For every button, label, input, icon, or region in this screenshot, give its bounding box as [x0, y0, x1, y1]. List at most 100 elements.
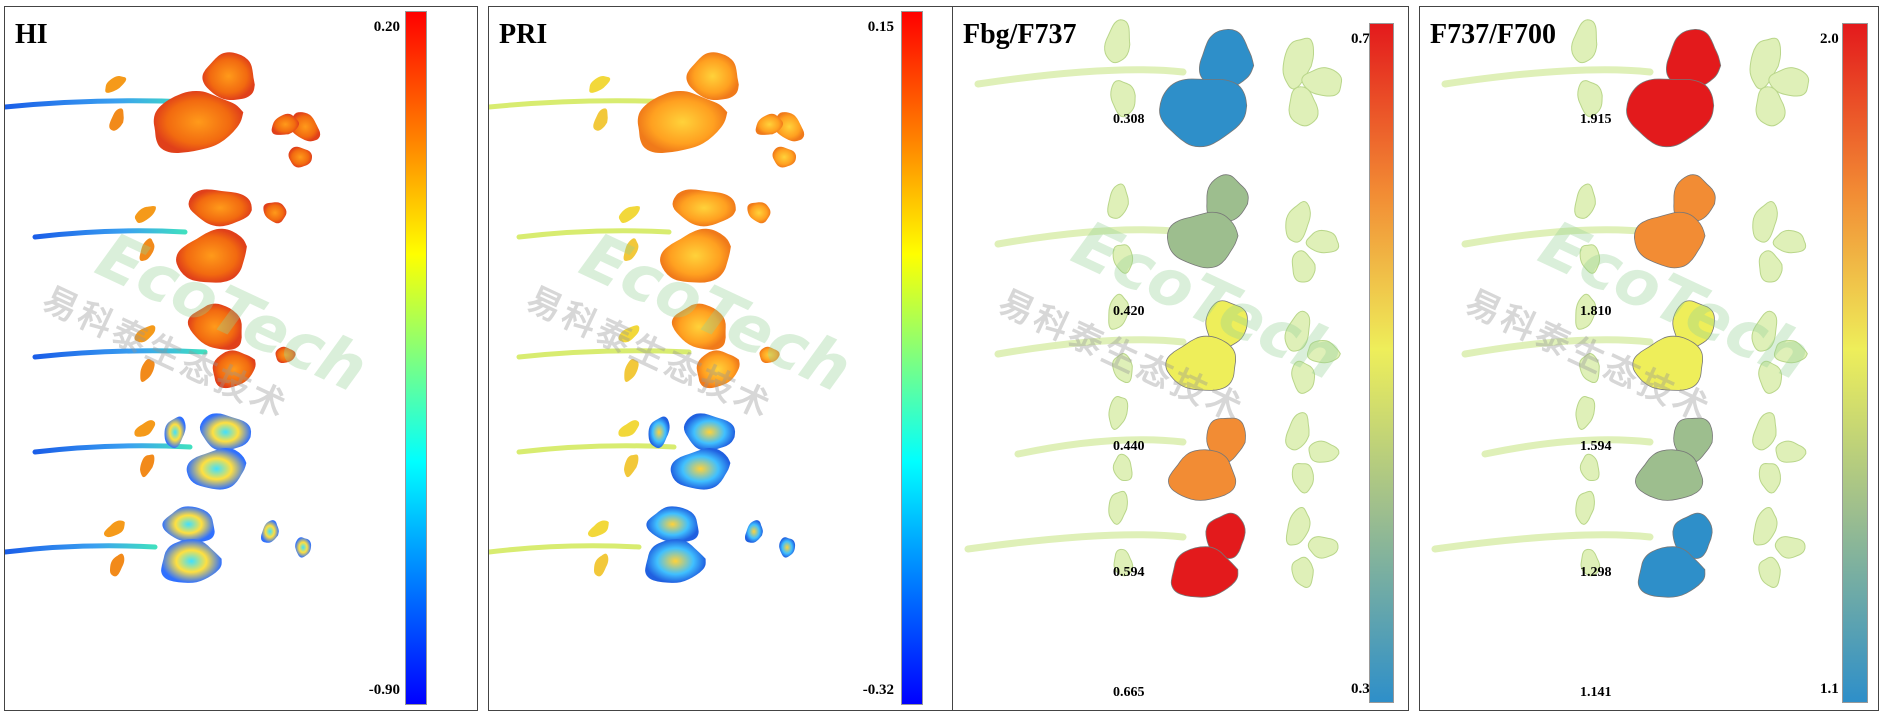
- leaf: [637, 90, 728, 154]
- stem-outline: [1461, 336, 1654, 358]
- cotyledon: [618, 206, 640, 223]
- leaf-lower: [1632, 335, 1704, 391]
- leaf: [263, 202, 287, 224]
- leaf-upper: [1205, 300, 1248, 350]
- colorbar: [1842, 23, 1868, 703]
- stem-outline: [974, 66, 1187, 88]
- cotyledon: [618, 325, 640, 343]
- cotyledon: [1108, 396, 1129, 430]
- plant-value: 0.308: [1113, 112, 1145, 127]
- colorbar-max: 2.0: [1820, 31, 1839, 47]
- leaf: [772, 146, 797, 168]
- leaflet: [1291, 360, 1316, 394]
- stem-outline: [1461, 226, 1654, 248]
- panel-title: PRI: [499, 19, 548, 50]
- leaf: [759, 346, 780, 364]
- fbg-f737-panel: Fbg/F737 0.7 0.3 0.308 0.420 0.440 0.594…: [952, 6, 1409, 711]
- stem-outline: [964, 531, 1187, 553]
- leaf: [153, 90, 244, 154]
- plant-value: 1.141: [1580, 685, 1612, 700]
- leaflet: [1308, 440, 1340, 463]
- leaf-upper: [1673, 174, 1716, 223]
- leaf: [648, 416, 670, 449]
- hi-plant-image: [5, 52, 321, 583]
- leaflet: [1285, 201, 1311, 243]
- leaf-upper: [1672, 512, 1713, 559]
- colorbar-min: 1.1: [1820, 681, 1839, 697]
- plant-value: 1.594: [1580, 439, 1612, 454]
- cotyledon: [594, 553, 609, 577]
- leaflet: [1773, 339, 1808, 364]
- leaflet: [1768, 67, 1810, 97]
- stem: [32, 228, 188, 240]
- leaf-lower: [1170, 546, 1239, 598]
- cotyledon: [140, 454, 155, 478]
- fbg-f737-plant-image: [964, 19, 1343, 598]
- colorbar-max: 0.20: [373, 19, 400, 35]
- leaflet: [1282, 37, 1315, 90]
- hi-panel: HI 0.20 -0.90 EcoTech 易科泰生态技术: [4, 6, 478, 711]
- cotyledon: [134, 420, 156, 437]
- stem-outline: [1441, 66, 1654, 88]
- cotyledon: [1579, 353, 1600, 384]
- leaflet: [1291, 556, 1314, 588]
- stem-outline: [1481, 436, 1654, 458]
- cotyledon: [1575, 490, 1595, 525]
- stem: [516, 348, 692, 360]
- plant-value: 0.594: [1113, 565, 1145, 580]
- cotyledon: [593, 108, 608, 131]
- cotyledon: [587, 520, 609, 538]
- stem: [489, 543, 642, 555]
- plant-value: 0.420: [1113, 304, 1145, 319]
- stem-outline: [994, 336, 1187, 358]
- cotyledon: [109, 108, 124, 131]
- leaflet: [1775, 440, 1807, 463]
- cotyledon: [1580, 548, 1601, 577]
- leaf: [188, 189, 252, 227]
- leaf-lower: [1633, 211, 1706, 269]
- leaf: [199, 413, 252, 451]
- leaflet: [1305, 229, 1340, 254]
- leaf: [747, 202, 771, 224]
- leaf: [164, 416, 186, 449]
- colorbar-min: -0.90: [368, 682, 400, 698]
- leaf: [176, 228, 247, 283]
- cotyledon: [1579, 244, 1601, 274]
- leaflet: [1749, 37, 1782, 90]
- leaflet: [1758, 462, 1781, 494]
- leaf-lower: [1165, 335, 1237, 391]
- leaf: [212, 350, 256, 389]
- leaf: [744, 520, 763, 543]
- plant-value: 0.440: [1113, 439, 1145, 454]
- leaf: [290, 112, 321, 142]
- cotyledon: [105, 75, 127, 93]
- leaf: [779, 537, 796, 558]
- leaflet: [1751, 310, 1778, 352]
- leaf-lower: [1166, 211, 1239, 269]
- leaf-lower: [1159, 78, 1248, 148]
- panel-title: Fbg/F737: [963, 19, 1077, 50]
- f737-f700-panel: F737/F700 2.0 1.1 1.915 1.810 1.594 1.29…: [1419, 6, 1879, 711]
- leaflet: [1752, 412, 1777, 451]
- stem-outline: [1431, 531, 1654, 553]
- cotyledon: [1108, 490, 1128, 525]
- leaflet: [1758, 556, 1781, 588]
- leaf: [645, 539, 706, 583]
- plant-value: 0.665: [1113, 685, 1145, 700]
- cotyledon: [1107, 183, 1129, 219]
- leaf-lower: [1168, 449, 1237, 501]
- cotyledon: [1579, 453, 1600, 482]
- leaf-lower: [1637, 546, 1706, 598]
- leaflet: [1285, 412, 1310, 451]
- leaf: [271, 113, 300, 135]
- plant-value: 1.298: [1580, 565, 1612, 580]
- stem: [32, 348, 208, 360]
- leaflet: [1755, 86, 1786, 127]
- stem: [516, 228, 672, 240]
- leaf: [288, 146, 313, 168]
- leaflet: [1772, 229, 1807, 254]
- cotyledon: [1577, 80, 1603, 118]
- cotyledon: [134, 325, 156, 343]
- cotyledon: [624, 454, 639, 478]
- cotyledon: [1112, 353, 1133, 384]
